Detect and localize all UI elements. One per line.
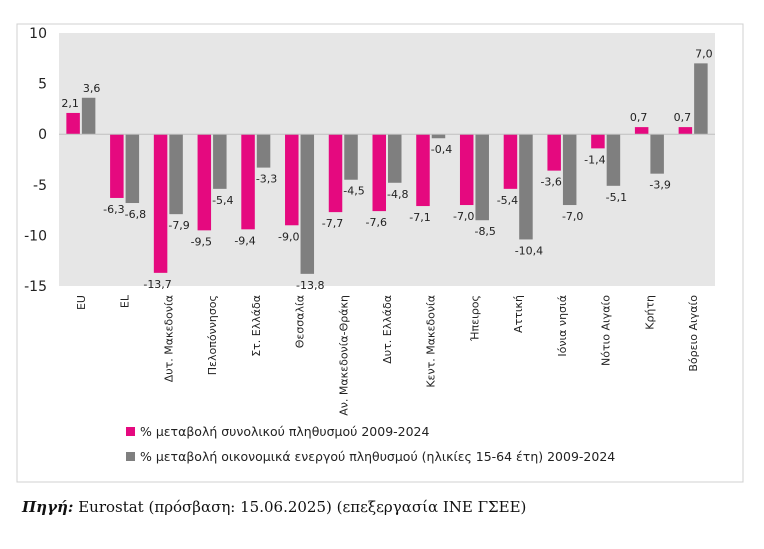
bar-active-1 bbox=[125, 134, 140, 204]
source-note: Πηγή: Eurostat (πρόσβαση: 15.06.2025) (ε… bbox=[22, 498, 526, 516]
data-label: -9,4 bbox=[234, 234, 255, 247]
data-labels: 2,1 3,6 -6,3 -6,8 -13,7 -7,9-9,5 -5,4 -9,4 -3,3 -… bbox=[61, 47, 712, 291]
y-tick-label: -15 bbox=[24, 279, 47, 295]
data-label: -5,4 bbox=[497, 194, 518, 207]
data-label: -7,0 bbox=[453, 210, 474, 223]
x-tick-label: Αν. Μακεδονία-Θράκη bbox=[337, 295, 350, 416]
bars bbox=[66, 63, 708, 274]
bar-total-4 bbox=[241, 134, 255, 230]
data-label: -5,1 bbox=[606, 191, 627, 204]
bar-total-1 bbox=[110, 134, 124, 198]
bar-active-9 bbox=[475, 134, 489, 221]
legend-swatch bbox=[126, 427, 135, 436]
x-tick-label: Πελοπόννησος bbox=[206, 295, 219, 375]
y-axis: 10 5 0 -5 -10 -15 bbox=[24, 26, 47, 295]
data-label: -8,5 bbox=[474, 225, 495, 238]
bar-active-13 bbox=[650, 134, 664, 174]
bar-active-3 bbox=[213, 134, 227, 189]
data-label: 3,6 bbox=[83, 82, 101, 95]
data-label: -7,9 bbox=[168, 219, 189, 232]
data-label: -6,3 bbox=[103, 203, 124, 216]
bar-total-2 bbox=[153, 134, 168, 273]
data-label: -1,4 bbox=[584, 153, 605, 166]
data-label: -3,3 bbox=[256, 173, 277, 186]
bar-active-2 bbox=[169, 134, 183, 215]
data-label: 7,0 bbox=[695, 47, 713, 60]
plot-area bbox=[59, 33, 715, 286]
data-label: -4,8 bbox=[387, 188, 408, 201]
x-tick-label: EU bbox=[75, 295, 88, 310]
data-label: -9,5 bbox=[191, 235, 212, 248]
x-tick-label: Αττική bbox=[512, 295, 525, 333]
bar-total-11 bbox=[547, 134, 561, 171]
bar-active-5 bbox=[300, 134, 315, 274]
bar-active-11 bbox=[562, 134, 577, 206]
y-tick-label: 0 bbox=[38, 127, 47, 143]
y-tick-label: 5 bbox=[38, 77, 47, 93]
data-label: -13,8 bbox=[296, 279, 324, 292]
data-label: 2,1 bbox=[61, 97, 79, 110]
y-tick-label: -10 bbox=[24, 228, 47, 244]
legend: % μεταβολή συνολικού πληθυσμού 2009-2024… bbox=[126, 424, 615, 464]
x-tick-label: Δυτ. Ελλάδα bbox=[381, 295, 394, 364]
data-label: -10,4 bbox=[515, 244, 543, 257]
data-label: 0,7 bbox=[674, 111, 692, 124]
x-tick-label: Ήπειρος bbox=[468, 295, 481, 342]
legend-swatch bbox=[126, 452, 135, 461]
bar-total-9 bbox=[459, 134, 474, 206]
bar-total-14 bbox=[678, 127, 693, 135]
x-tick-label: Θεσσαλία bbox=[294, 295, 307, 348]
x-tick-label: Ιόνια νησιά bbox=[556, 295, 569, 357]
x-tick-label: Δυτ. Μακεδονία bbox=[162, 295, 175, 382]
data-label: -6,8 bbox=[125, 208, 146, 221]
data-label: -7,1 bbox=[409, 211, 430, 224]
bar-total-6 bbox=[328, 134, 343, 213]
x-tick-label: Στ. Ελλάδα bbox=[250, 295, 263, 357]
x-axis: EU EL Δυτ. Μακεδονία Πελοπόννησος Στ. Ελλάδα… bbox=[75, 294, 700, 416]
y-tick-label: -5 bbox=[33, 178, 47, 194]
x-tick-label: EL bbox=[119, 294, 132, 308]
bar-total-7 bbox=[372, 134, 386, 212]
legend-label: % μεταβολή οικονομικά ενεργού πληθυσμού … bbox=[140, 449, 615, 464]
data-label: -9,0 bbox=[278, 230, 299, 243]
bar-active-6 bbox=[344, 134, 358, 180]
bar-total-10 bbox=[503, 134, 518, 189]
data-label: -7,7 bbox=[322, 217, 343, 230]
bar-active-14 bbox=[694, 63, 708, 135]
bar-active-12 bbox=[606, 134, 621, 186]
bar-total-12 bbox=[591, 134, 605, 149]
bar-active-7 bbox=[388, 134, 402, 183]
data-label: -7,6 bbox=[366, 216, 387, 229]
x-tick-label: Κρήτη bbox=[643, 295, 656, 330]
x-tick-label: Κεντ. Μακεδονία bbox=[425, 295, 438, 388]
bar-total-3 bbox=[197, 134, 212, 231]
bar-active-4 bbox=[256, 134, 271, 168]
x-tick-label: Βόρειο Αιγαίο bbox=[687, 295, 700, 372]
bar-active-8 bbox=[431, 134, 446, 139]
source-text: Eurostat (πρόσβαση: 15.06.2025) (επεξεργ… bbox=[73, 498, 527, 516]
data-label: -3,6 bbox=[540, 176, 561, 189]
bar-total-5 bbox=[285, 134, 299, 226]
bar-active-0 bbox=[81, 97, 96, 135]
source-label: Πηγή: bbox=[22, 498, 74, 516]
y-tick-label: 10 bbox=[29, 26, 47, 42]
data-label: 0,7 bbox=[630, 111, 648, 124]
data-label: -3,9 bbox=[649, 179, 670, 192]
bar-total-8 bbox=[416, 134, 430, 207]
bar-total-13 bbox=[634, 127, 649, 135]
data-label: -4,5 bbox=[343, 185, 364, 198]
legend-label: % μεταβολή συνολικού πληθυσμού 2009-2024 bbox=[140, 424, 430, 439]
x-tick-label: Νότιο Αιγαίο bbox=[600, 295, 613, 366]
bar-active-10 bbox=[519, 134, 533, 240]
data-label: -5,4 bbox=[212, 194, 233, 207]
data-label: -7,0 bbox=[562, 210, 583, 223]
data-label: -13,7 bbox=[143, 278, 171, 291]
data-label: -0,4 bbox=[431, 143, 452, 156]
bar-total-0 bbox=[66, 112, 80, 135]
